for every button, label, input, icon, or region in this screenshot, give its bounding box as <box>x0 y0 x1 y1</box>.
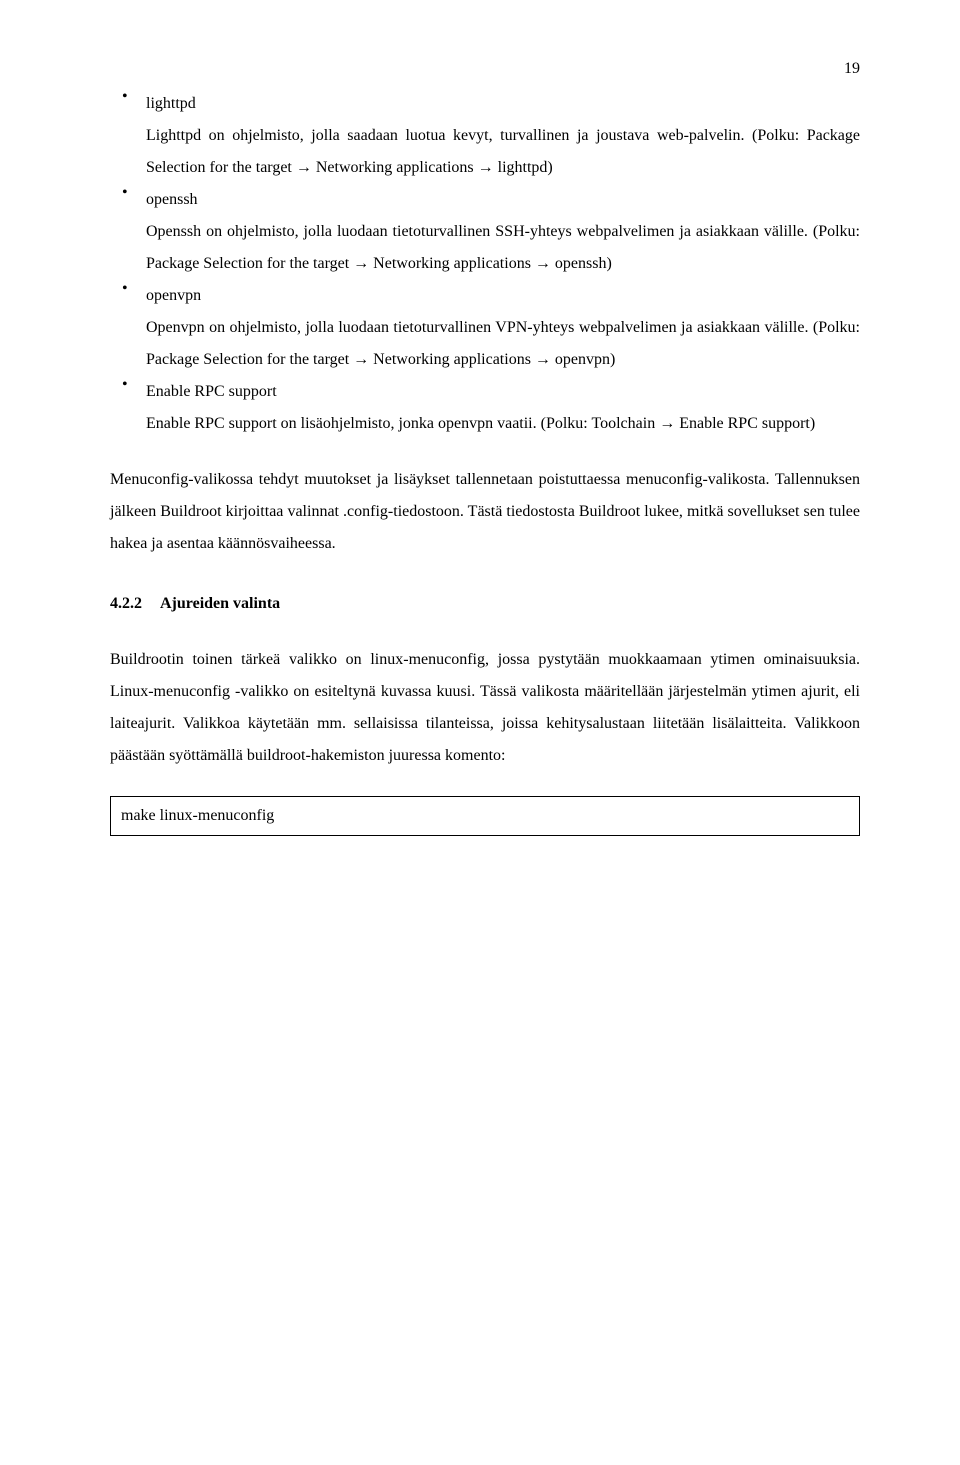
item-title: Enable RPC support <box>146 376 860 408</box>
section-title: Ajureiden valinta <box>160 595 280 612</box>
item-body: Openssh on ohjelmisto, jolla luodaan tie… <box>146 216 860 280</box>
list-item: lighttpd Lighttpd on ohjelmisto, jolla s… <box>110 88 860 184</box>
code-box: make linux-menuconfig <box>110 796 860 836</box>
item-title: openvpn <box>146 280 860 312</box>
item-title: lighttpd <box>146 88 860 120</box>
list-item: Enable RPC support Enable RPC support on… <box>110 376 860 440</box>
list-item: openssh Openssh on ohjelmisto, jolla luo… <box>110 184 860 280</box>
item-body: Enable RPC support on lisäohjelmisto, jo… <box>146 408 860 440</box>
item-body: Lighttpd on ohjelmisto, jolla saadaan lu… <box>146 120 860 184</box>
section-heading: 4.2.2 Ajureiden valinta <box>110 588 860 620</box>
bullet-list: lighttpd Lighttpd on ohjelmisto, jolla s… <box>110 88 860 440</box>
document-page: 19 lighttpd Lighttpd on ohjelmisto, joll… <box>0 0 960 896</box>
section-number: 4.2.2 <box>110 588 142 620</box>
item-body: Openvpn on ohjelmisto, jolla luodaan tie… <box>146 312 860 376</box>
paragraph: Buildrootin toinen tärkeä valikko on lin… <box>110 644 860 772</box>
list-item: openvpn Openvpn on ohjelmisto, jolla luo… <box>110 280 860 376</box>
item-title: openssh <box>146 184 860 216</box>
page-number: 19 <box>110 60 860 78</box>
paragraph: Menuconfig-valikossa tehdyt muutokset ja… <box>110 464 860 560</box>
